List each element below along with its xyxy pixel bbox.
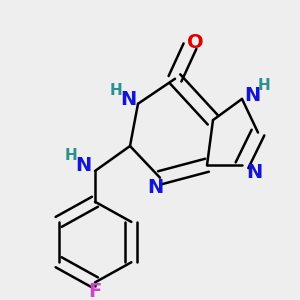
Text: N: N <box>120 90 136 110</box>
Text: H: H <box>110 83 122 98</box>
Text: H: H <box>258 78 270 93</box>
Text: H: H <box>64 148 77 163</box>
Text: N: N <box>75 156 91 175</box>
Text: N: N <box>244 85 260 105</box>
Text: N: N <box>246 164 262 182</box>
Text: O: O <box>187 33 203 52</box>
Text: F: F <box>88 282 102 300</box>
Text: N: N <box>147 178 163 197</box>
